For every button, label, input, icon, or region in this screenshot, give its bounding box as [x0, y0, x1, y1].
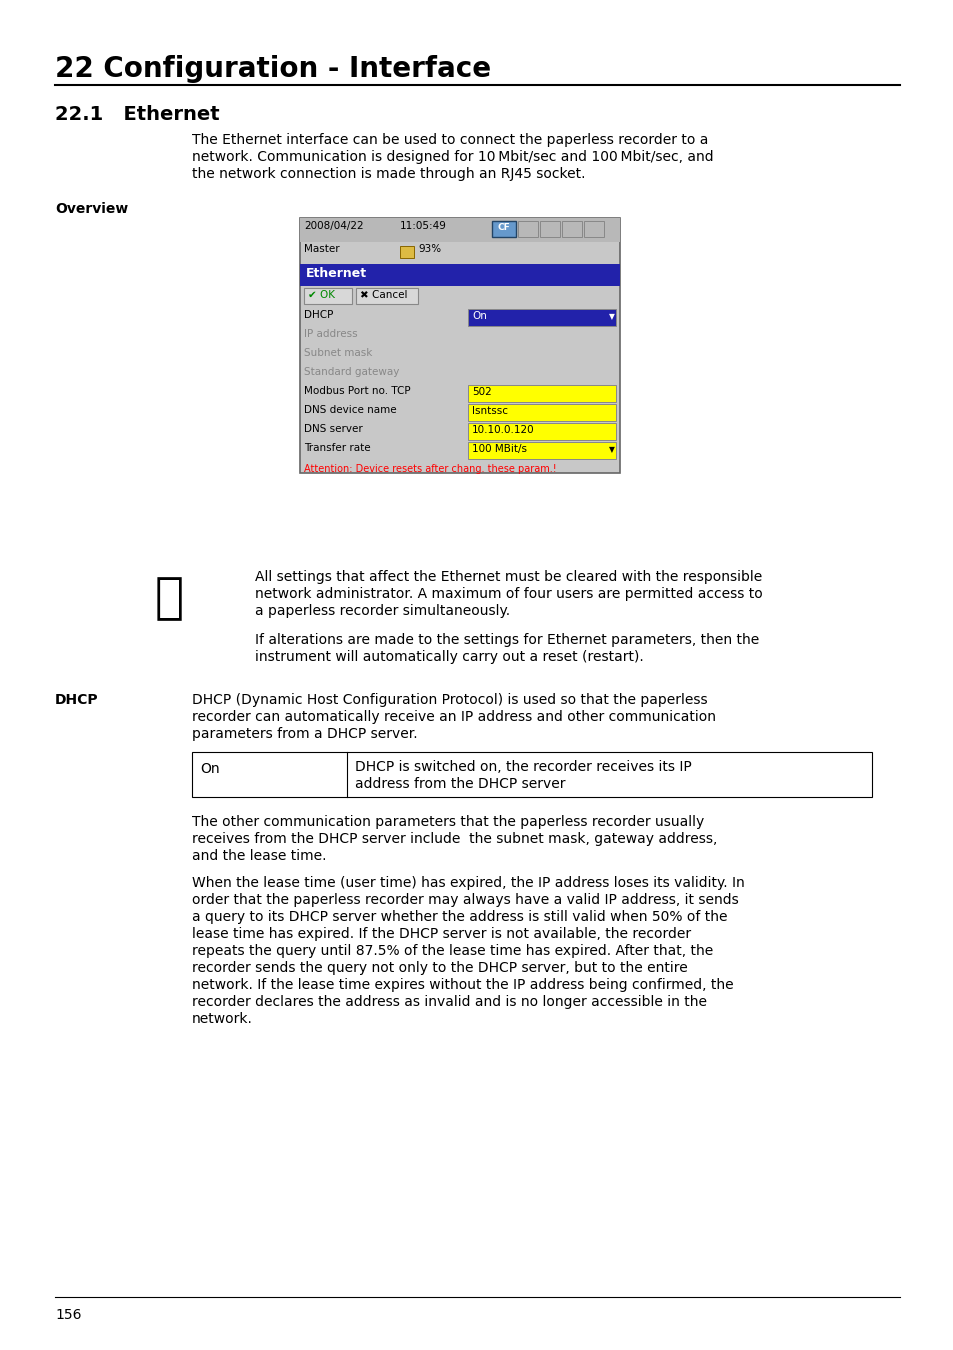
Bar [355, 288, 417, 304]
Text: the network connection is made through an RJ45 socket.: the network connection is made through a… [192, 167, 585, 181]
Text: recorder sends the query not only to the DHCP server, but to the entire: recorder sends the query not only to the… [192, 961, 687, 975]
Text: DHCP: DHCP [55, 693, 98, 707]
Text: CF: CF [497, 223, 510, 232]
Text: instrument will automatically carry out a reset (restart).: instrument will automatically carry out … [254, 649, 643, 664]
Text: parameters from a DHCP server.: parameters from a DHCP server. [192, 728, 417, 741]
Text: ✖ Cancel: ✖ Cancel [359, 290, 407, 300]
Text: recorder can automatically receive an IP address and other communication: recorder can automatically receive an IP… [192, 710, 716, 724]
Text: 93%: 93% [417, 244, 440, 254]
Text: ☝: ☝ [154, 575, 184, 622]
Bar [468, 404, 616, 421]
Text: Transfer rate: Transfer rate [304, 443, 370, 454]
Text: 100 MBit/s: 100 MBit/s [472, 444, 526, 454]
Bar [468, 309, 616, 325]
Text: On: On [472, 310, 486, 321]
Text: If alterations are made to the settings for Ethernet parameters, then the: If alterations are made to the settings … [254, 633, 759, 647]
Text: All settings that affect the Ethernet must be cleared with the responsible: All settings that affect the Ethernet mu… [254, 570, 761, 585]
Bar [539, 221, 559, 238]
Text: On: On [200, 761, 219, 776]
Bar [561, 221, 581, 238]
Text: 2008/04/22: 2008/04/22 [304, 221, 363, 231]
Bar [492, 221, 516, 238]
Text: recorder declares the address as invalid and is no longer accessible in the: recorder declares the address as invalid… [192, 995, 706, 1008]
Text: 10.10.0.120: 10.10.0.120 [472, 425, 534, 435]
Text: DNS server: DNS server [304, 424, 362, 433]
Bar [304, 288, 352, 304]
Text: Attention: Device resets after chang. these param.!: Attention: Device resets after chang. th… [304, 464, 556, 474]
Text: order that the paperless recorder may always have a valid IP address, it sends: order that the paperless recorder may al… [192, 892, 738, 907]
Text: Overview: Overview [55, 202, 128, 216]
Text: lsntssc: lsntssc [472, 406, 507, 416]
Text: Ethernet: Ethernet [306, 267, 367, 279]
Text: 11:05:49: 11:05:49 [399, 221, 446, 231]
Bar [468, 441, 616, 459]
Bar [517, 221, 537, 238]
Text: repeats the query until 87.5% of the lease time has expired. After that, the: repeats the query until 87.5% of the lea… [192, 944, 713, 958]
Text: Modbus Port no. TCP: Modbus Port no. TCP [304, 386, 410, 396]
Bar [583, 221, 603, 238]
Text: network administrator. A maximum of four users are permitted access to: network administrator. A maximum of four… [254, 587, 762, 601]
Bar [399, 246, 414, 258]
Text: Standard gateway: Standard gateway [304, 367, 399, 377]
Text: The Ethernet interface can be used to connect the paperless recorder to a: The Ethernet interface can be used to co… [192, 134, 708, 147]
Text: IP address: IP address [304, 329, 357, 339]
Text: a query to its DHCP server whether the address is still valid when 50% of the: a query to its DHCP server whether the a… [192, 910, 727, 923]
Text: 502: 502 [472, 387, 491, 397]
Bar [299, 265, 619, 286]
Text: network. Communication is designed for 10 Mbit/sec and 100 Mbit/sec, and: network. Communication is designed for 1… [192, 150, 713, 163]
Bar [192, 752, 871, 796]
Text: DNS device name: DNS device name [304, 405, 396, 414]
Text: DHCP: DHCP [304, 310, 333, 320]
Text: lease time has expired. If the DHCP server is not available, the recorder: lease time has expired. If the DHCP serv… [192, 927, 690, 941]
Text: DHCP is switched on, the recorder receives its IP: DHCP is switched on, the recorder receiv… [355, 760, 691, 774]
Text: The other communication parameters that the paperless recorder usually: The other communication parameters that … [192, 815, 703, 829]
Text: 22 Configuration - Interface: 22 Configuration - Interface [55, 55, 491, 82]
Text: ✔ OK: ✔ OK [308, 290, 335, 300]
Text: 22.1   Ethernet: 22.1 Ethernet [55, 105, 219, 124]
Text: receives from the DHCP server include  the subnet mask, gateway address,: receives from the DHCP server include th… [192, 832, 717, 846]
Text: network.: network. [192, 1012, 253, 1026]
Text: Subnet mask: Subnet mask [304, 348, 372, 358]
Text: a paperless recorder simultaneously.: a paperless recorder simultaneously. [254, 603, 510, 618]
Text: and the lease time.: and the lease time. [192, 849, 326, 863]
Bar [468, 423, 616, 440]
Bar [468, 385, 616, 402]
Text: When the lease time (user time) has expired, the IP address loses its validity. : When the lease time (user time) has expi… [192, 876, 744, 890]
Text: DHCP (Dynamic Host Configuration Protocol) is used so that the paperless: DHCP (Dynamic Host Configuration Protoco… [192, 693, 707, 707]
Text: ▼: ▼ [608, 446, 615, 455]
Bar [299, 217, 619, 242]
Text: network. If the lease time expires without the IP address being confirmed, the: network. If the lease time expires witho… [192, 977, 733, 992]
Text: 156: 156 [55, 1308, 81, 1322]
Bar [299, 217, 619, 472]
Text: ▼: ▼ [608, 312, 615, 321]
Text: Master: Master [304, 244, 339, 254]
Text: address from the DHCP server: address from the DHCP server [355, 778, 565, 791]
